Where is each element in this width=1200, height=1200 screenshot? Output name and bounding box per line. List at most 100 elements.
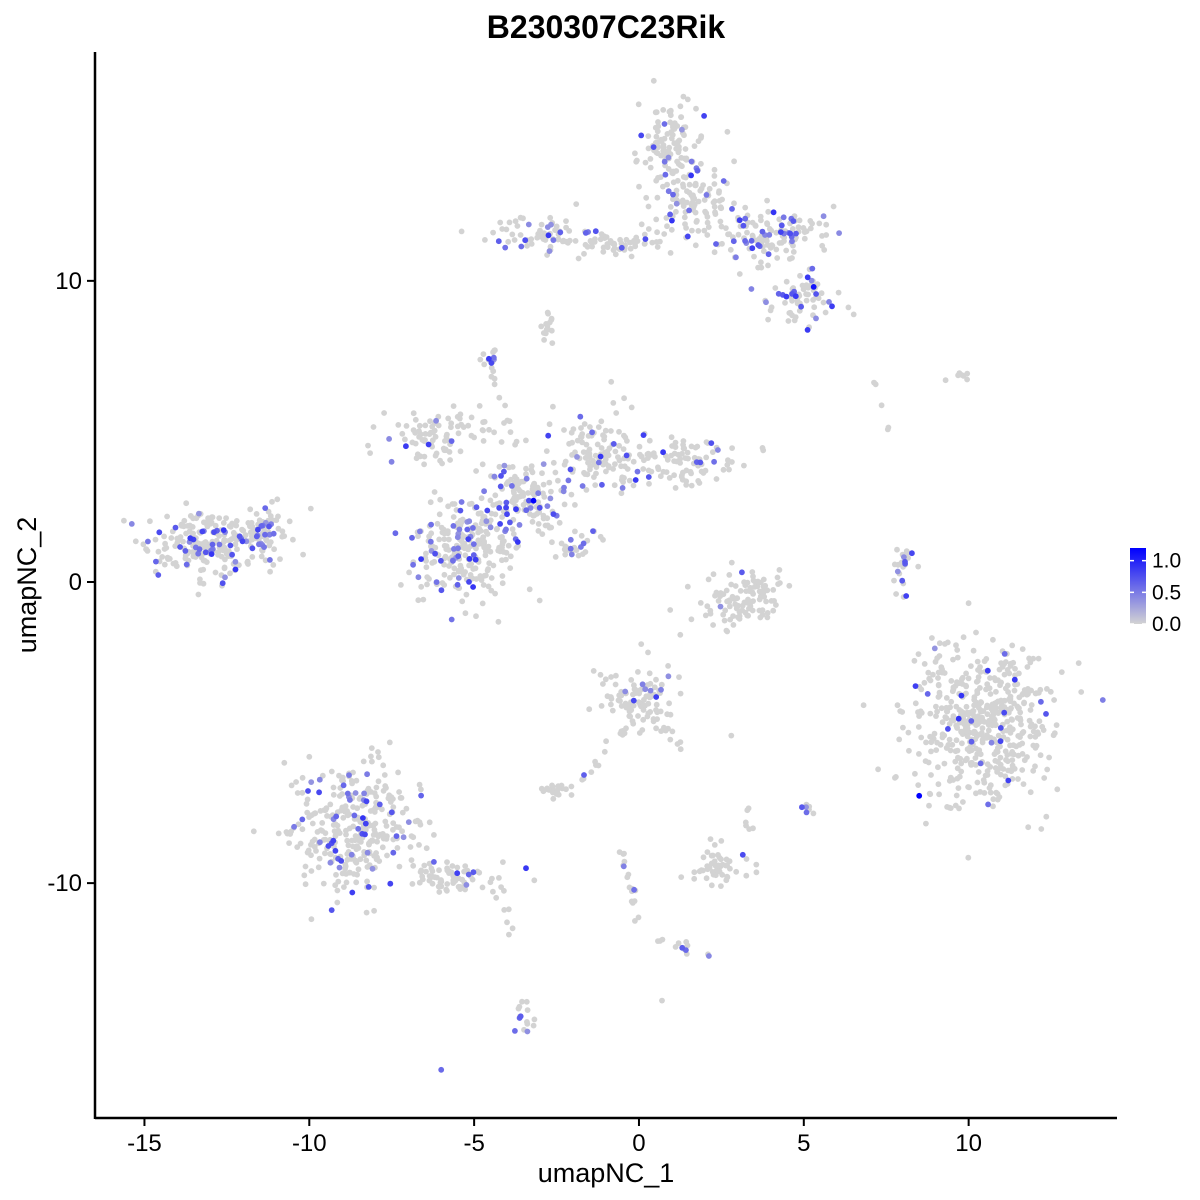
cell-point (663, 215, 670, 221)
cell-point (333, 871, 339, 878)
cell-point (1005, 689, 1011, 695)
cell-point (502, 244, 509, 251)
cell-point (541, 337, 547, 343)
cell-point (432, 550, 438, 557)
cell-point (240, 527, 247, 534)
cell-point (644, 451, 651, 458)
cell-point (664, 456, 671, 463)
cell-point (503, 499, 510, 506)
cell-point (531, 480, 538, 487)
cell-point (342, 865, 348, 872)
cell-point (451, 571, 457, 578)
cell-point (505, 542, 512, 549)
cell-point (960, 373, 967, 379)
cell-point (1000, 734, 1007, 740)
cell-point (584, 243, 591, 250)
cell-point (482, 237, 488, 243)
cell-point (641, 240, 648, 247)
cell-point (678, 114, 684, 120)
cell-point (579, 776, 586, 783)
cell-point (703, 875, 710, 882)
cell-point (344, 856, 351, 863)
legend-tick-label: 0.0 (1152, 613, 1181, 636)
cell-point (140, 541, 147, 548)
cell-point (601, 748, 608, 755)
cell-point (996, 794, 1003, 800)
cell-point (724, 874, 731, 881)
cell-point (445, 415, 452, 422)
cell-point (1011, 687, 1018, 694)
cell-point (774, 255, 781, 261)
cell-point (550, 459, 557, 466)
cell-point (635, 669, 641, 675)
cell-point (487, 548, 494, 555)
cell-point (774, 574, 781, 581)
cell-point (654, 150, 661, 157)
cell-point (946, 721, 953, 727)
cell-point (354, 871, 360, 878)
cell-point (600, 244, 607, 251)
cell-point (936, 791, 942, 798)
cell-point (684, 449, 691, 456)
cell-point (688, 172, 694, 179)
cell-point (713, 476, 720, 482)
cell-point (174, 535, 181, 542)
cell-point (926, 802, 932, 809)
cell-point (904, 549, 911, 556)
cell-point (308, 812, 315, 819)
cell-point (1021, 699, 1027, 706)
cell-point (728, 559, 735, 566)
cell-point (438, 1066, 445, 1073)
cell-point (751, 253, 757, 260)
cell-point (316, 776, 323, 783)
cell-point (673, 187, 680, 194)
cell-point (299, 789, 306, 796)
cell-point (610, 400, 617, 406)
cell-point (403, 805, 410, 812)
cell-point (446, 536, 452, 543)
cell-point (691, 201, 698, 208)
cell-point (458, 499, 465, 505)
cell-point (546, 421, 553, 428)
cell-point (448, 438, 455, 444)
cell-point (500, 859, 506, 865)
cell-point (399, 430, 406, 437)
cell-point (363, 857, 370, 864)
cell-point (950, 656, 956, 663)
cell-point (363, 909, 370, 916)
cell-point (682, 455, 689, 461)
cell-point (1032, 733, 1039, 740)
cell-point (684, 583, 691, 590)
cell-point (809, 265, 816, 272)
cell-point (220, 520, 227, 526)
cell-point (578, 425, 584, 431)
cell-point (529, 469, 536, 476)
cell-point (622, 688, 629, 695)
cell-point (455, 430, 462, 437)
cell-point (756, 588, 763, 595)
cell-point (612, 461, 618, 467)
cell-point (1012, 665, 1018, 672)
cell-point (647, 164, 654, 171)
cell-point (1038, 826, 1045, 832)
cell-point (626, 713, 633, 719)
cell-point (829, 303, 835, 310)
cell-point (955, 715, 962, 722)
cell-point (394, 845, 401, 851)
cell-point (642, 236, 649, 243)
cell-point (286, 840, 292, 846)
cell-point (473, 468, 479, 474)
cell-point (710, 622, 716, 628)
cell-point (628, 404, 635, 411)
cell-point (354, 805, 361, 812)
cell-point (403, 443, 409, 450)
cell-point (386, 436, 392, 442)
cell-point (830, 203, 837, 210)
cell-point (317, 808, 324, 814)
cell-point (274, 496, 281, 503)
cell-point (498, 439, 505, 445)
cell-point (717, 204, 724, 211)
cell-point (375, 778, 382, 785)
cell-point (501, 468, 507, 475)
cell-point (226, 537, 233, 544)
